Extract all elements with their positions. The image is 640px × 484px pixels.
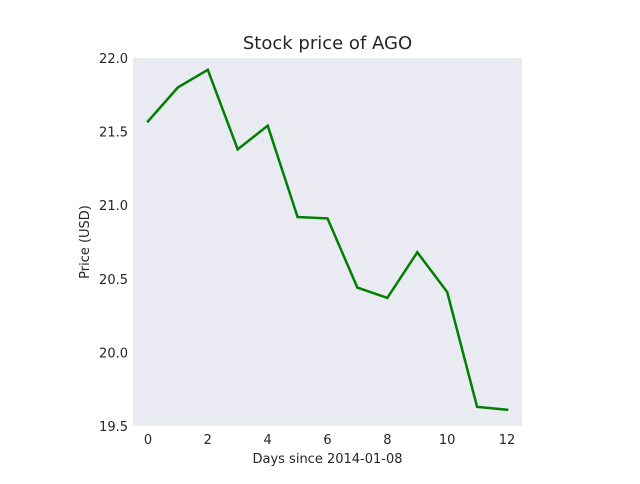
data-point	[386, 296, 389, 300]
y-tick-label: 22.0	[99, 52, 128, 67]
y-tick-label: 20.5	[99, 273, 128, 288]
x-tick-label: 12	[499, 433, 516, 448]
plot-area	[133, 58, 522, 426]
data-point	[176, 86, 180, 89]
x-tick-label: 2	[204, 433, 212, 448]
data-point	[206, 68, 210, 71]
data-point	[445, 290, 449, 294]
x-tick-label: 8	[383, 433, 391, 448]
data-point	[236, 148, 239, 151]
y-tick-label: 21.0	[99, 199, 128, 214]
data-point	[296, 215, 299, 219]
y-tick-label: 20.0	[99, 346, 128, 361]
y-axis-ticks: 19.5 20.0 20.5 21.0 21.5 22.0	[99, 52, 128, 435]
y-tick-label: 19.5	[99, 420, 128, 435]
x-axis-ticks: 0 2 4 6 8 10 12	[144, 433, 515, 448]
data-point	[475, 405, 479, 409]
series-layer	[146, 67, 509, 412]
data-point	[505, 408, 509, 412]
y-tick-label: 21.5	[99, 126, 128, 141]
x-tick-label: 6	[323, 433, 331, 448]
chart-title: Stock price of AGO	[243, 33, 412, 54]
data-point	[326, 217, 329, 220]
x-tick-label: 10	[439, 433, 456, 448]
data-point	[266, 124, 269, 127]
x-tick-label: 4	[264, 433, 272, 448]
data-point	[146, 120, 150, 123]
x-axis-label: Days since 2014-01-08	[252, 452, 402, 467]
x-tick-label: 0	[144, 433, 152, 448]
data-point	[416, 251, 419, 254]
data-point	[356, 286, 359, 289]
y-axis-label: Price (USD)	[78, 205, 93, 279]
